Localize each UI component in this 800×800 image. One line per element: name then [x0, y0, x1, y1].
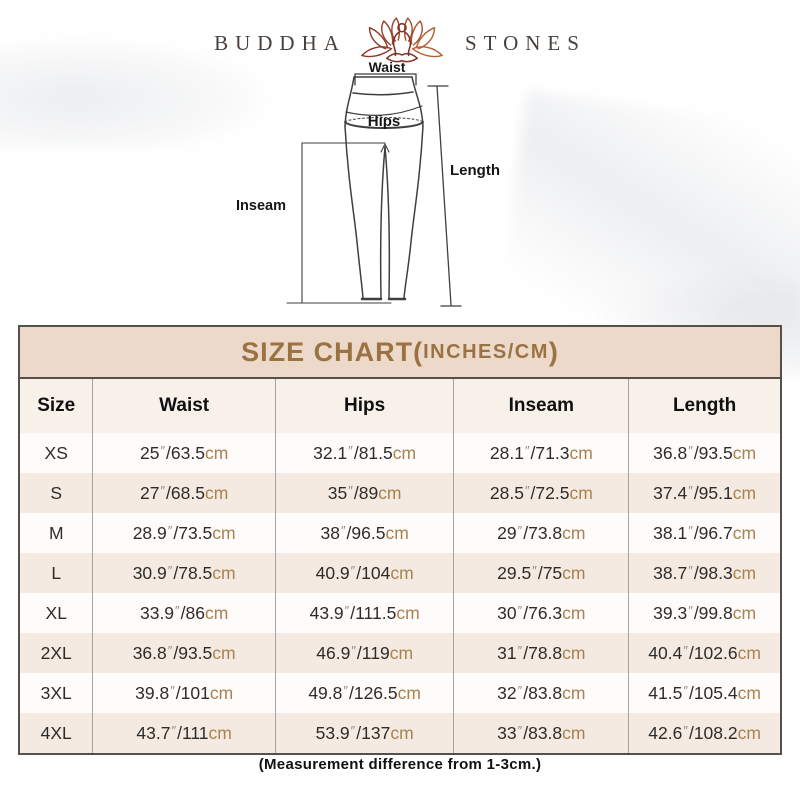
- size-row-3xl: 3XL 39.8″/101cm 49.8″/126.5cm 32″/83.8cm 41.…: [20, 673, 780, 713]
- brand-logo: BUDDHA STONES: [0, 17, 800, 68]
- size-row-2xl: 2XL 36.8″/93.5cm 46.9″/119cm 31″/78.8cm 40.4…: [20, 633, 780, 673]
- column-header-waist: Waist: [92, 379, 276, 433]
- hips-measurement-cell: 43.9″/111.5cm: [274, 593, 454, 633]
- length-label: Length: [450, 162, 500, 179]
- size-cell: L: [20, 553, 93, 593]
- size-row-m: M 28.9″/73.5cm 38″/96.5cm 29″/73.8cm 38.1″/9…: [20, 513, 780, 553]
- size-chart-title: SIZE CHART(INCHES/CM): [20, 327, 780, 379]
- size-row-l: L 30.9″/78.5cm 40.9″/104cm 29.5″/75cm 38.7″/…: [20, 553, 780, 593]
- inseam-measurement-cell: 29″/73.8cm: [453, 513, 629, 553]
- hips-measurement-cell: 49.8″/126.5cm: [274, 673, 454, 713]
- length-measurement-cell: 36.8″/93.5cm: [628, 433, 780, 473]
- length-measurement-cell: 41.5″/105.4cm: [628, 673, 780, 713]
- size-row-s: S 27″/68.5cm 35″/89cm 28.5″/72.5cm 37.4″/95.…: [20, 473, 780, 513]
- column-header-length: Length: [628, 379, 780, 433]
- column-header-row: Size Waist Hips Inseam Length: [20, 379, 780, 433]
- size-cell: XL: [20, 593, 93, 633]
- inseam-measurement-cell: 28.1″/71.3cm: [453, 433, 629, 473]
- size-chart-title-main: SIZE CHART(: [241, 336, 424, 367]
- hips-measurement-cell: 46.9″/119cm: [274, 633, 454, 673]
- hips-measurement-cell: 40.9″/104cm: [274, 553, 454, 593]
- brand-word-left: BUDDHA: [214, 30, 346, 55]
- waist-measurement-cell: 30.9″/78.5cm: [92, 553, 276, 593]
- inseam-measurement-cell: 32″/83.8cm: [453, 673, 629, 713]
- column-header-hips: Hips: [274, 379, 454, 433]
- size-row-xs: XS 25″/63.5cm 32.1″/81.5cm 28.1″/71.3cm 36.8…: [20, 433, 780, 473]
- length-measurement-cell: 39.3″/99.8cm: [628, 593, 780, 633]
- hips-label: Hips: [367, 113, 401, 130]
- size-cell: XS: [20, 433, 93, 473]
- size-table: Size Waist Hips Inseam Length XS 25″/63.5cm 32…: [20, 379, 780, 753]
- inseam-measurement-cell: 30″/76.3cm: [453, 593, 629, 633]
- hips-measurement-cell: 53.9″/137cm: [274, 713, 454, 753]
- inseam-measurement-cell: 28.5″/72.5cm: [453, 473, 629, 513]
- hips-measurement-cell: 32.1″/81.5cm: [274, 433, 454, 473]
- inseam-measurement-cell: 31″/78.8cm: [453, 633, 629, 673]
- waist-measurement-cell: 43.7″/111cm: [92, 713, 276, 753]
- waist-measurement-cell: 39.8″/101cm: [92, 673, 276, 713]
- size-chart-title-close: ): [548, 336, 559, 367]
- waist-measurement-cell: 25″/63.5cm: [92, 433, 276, 473]
- column-header-size: Size: [20, 379, 93, 433]
- size-cell: 3XL: [20, 673, 93, 713]
- size-cell: 4XL: [20, 713, 93, 753]
- hips-measurement-cell: 35″/89cm: [274, 473, 454, 513]
- waist-label: Waist: [368, 59, 406, 75]
- length-measurement-cell: 40.4″/102.6cm: [628, 633, 780, 673]
- size-row-4xl: 4XL 43.7″/111cm 53.9″/137cm 33″/83.8cm 42.6″…: [20, 713, 780, 753]
- length-measurement-cell: 38.7″/98.3cm: [628, 553, 780, 593]
- waist-measurement-cell: 27″/68.5cm: [92, 473, 276, 513]
- hips-measurement-cell: 38″/96.5cm: [274, 513, 454, 553]
- size-cell: 2XL: [20, 633, 93, 673]
- waist-measurement-cell: 36.8″/93.5cm: [92, 633, 276, 673]
- length-measurement-cell: 37.4″/95.1cm: [628, 473, 780, 513]
- inseam-label: Inseam: [236, 198, 286, 214]
- lotus-meditation-icon: [361, 17, 443, 63]
- length-measurement-cell: 38.1″/96.7cm: [628, 513, 780, 553]
- brand-word-right: STONES: [464, 30, 586, 55]
- inseam-measurement-cell: 33″/83.8cm: [453, 713, 629, 753]
- size-chart: SIZE CHART(INCHES/CM) Size Waist Hips Insea…: [18, 325, 782, 755]
- inseam-measurement-cell: 29.5″/75cm: [453, 553, 629, 593]
- size-row-xl: XL 33.9″/86cm 43.9″/111.5cm 30″/76.3cm 39.3″…: [20, 593, 780, 633]
- length-measurement-cell: 42.6″/108.2cm: [628, 713, 780, 753]
- size-cell: M: [20, 513, 93, 553]
- size-chart-title-units: INCHES/CM: [423, 340, 549, 363]
- waist-measurement-cell: 28.9″/73.5cm: [92, 513, 276, 553]
- column-header-inseam: Inseam: [453, 379, 629, 433]
- measurement-footnote: (Measurement difference from 1-3cm.): [258, 756, 542, 773]
- waist-measurement-cell: 33.9″/86cm: [92, 593, 276, 633]
- leggings-measurement-diagram: Waist Hips Inseam Length: [0, 0, 800, 330]
- leggings-line-art: [286, 73, 462, 307]
- size-cell: S: [20, 473, 93, 513]
